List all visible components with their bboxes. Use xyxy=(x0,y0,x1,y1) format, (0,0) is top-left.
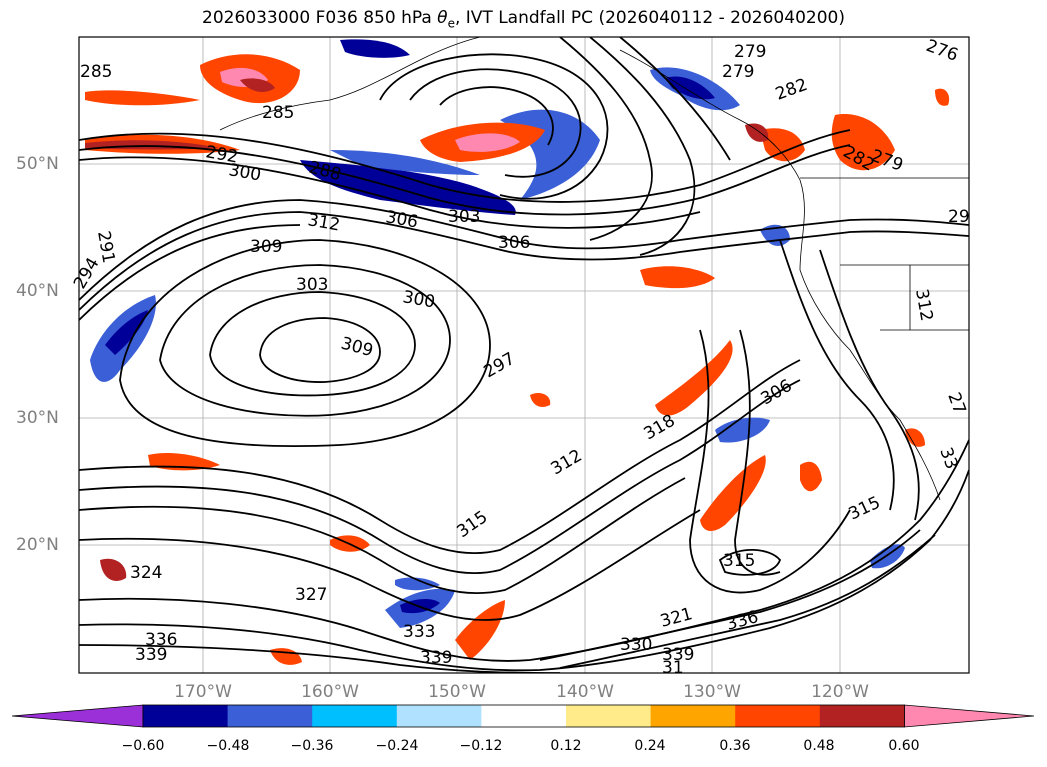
contour-label: 303 xyxy=(296,275,328,295)
coastlines xyxy=(219,37,969,501)
colorbar-tick: −0.12 xyxy=(459,738,503,754)
lat-label-50n: 50°N xyxy=(16,154,59,174)
lon-label-140w: 140°W xyxy=(556,682,614,702)
colorbar-segment xyxy=(650,705,736,727)
colorbar-segment xyxy=(396,705,482,727)
colorbar xyxy=(11,704,1035,728)
colorbar-tick: −0.36 xyxy=(290,738,334,754)
contour-label: 324 xyxy=(130,563,162,583)
colorbar-segment xyxy=(227,705,313,727)
theta-e-contours xyxy=(79,37,969,673)
colorbar-segment xyxy=(481,705,567,727)
colorbar-segment xyxy=(312,705,398,727)
lat-label-40n: 40°N xyxy=(16,281,59,301)
contour-label: 309 xyxy=(250,237,282,257)
contour-label: 315 xyxy=(723,551,755,571)
contour-label: 29 xyxy=(948,207,970,227)
contour-label: 279 xyxy=(734,42,766,62)
colorbar-extend-low xyxy=(11,704,144,728)
contour-label: 339 xyxy=(135,645,167,665)
colorbar-tick: −0.60 xyxy=(121,738,165,754)
lon-label-150w: 150°W xyxy=(428,682,486,702)
contour-label: 306 xyxy=(498,233,530,253)
colorbar-tick: −0.24 xyxy=(375,738,419,754)
colorbar-tick: 0.12 xyxy=(550,738,582,754)
contour-label: 333 xyxy=(403,622,435,642)
lon-label-160w: 160°W xyxy=(301,682,359,702)
colorbar-tick: 0.36 xyxy=(719,738,751,754)
colorbar-outline xyxy=(142,704,905,728)
colorbar-tick: 0.24 xyxy=(634,738,666,754)
contour-label: 339 xyxy=(420,648,452,668)
contour-label: 303 xyxy=(448,207,480,227)
contour-label: 285 xyxy=(80,62,112,82)
lat-label-30n: 30°N xyxy=(16,408,59,428)
colorbar-segment xyxy=(819,705,905,727)
ivt-shading xyxy=(85,39,950,665)
colorbar-segment xyxy=(143,705,229,727)
lon-label-130w: 130°W xyxy=(683,682,741,702)
contour-label: 31 xyxy=(662,658,684,678)
colorbar-segment xyxy=(566,705,652,727)
colorbar-extend-high xyxy=(904,704,1035,728)
contour-label: 336 xyxy=(145,630,177,650)
contour-label: 330 xyxy=(620,635,652,655)
contour-label: 327 xyxy=(295,585,327,605)
colorbar-tick: 0.48 xyxy=(803,738,835,754)
lon-label-170w: 170°W xyxy=(174,682,232,702)
map-title: 2026033000 F036 850 hPa θe, IVT Landfall… xyxy=(202,8,845,31)
lon-label-120w: 120°W xyxy=(811,682,869,702)
colorbar-tick: 0.60 xyxy=(888,738,920,754)
contour-label: 279 xyxy=(722,62,754,82)
contour-label: 285 xyxy=(262,103,294,123)
colorbar-tick: −0.48 xyxy=(206,738,250,754)
lat-label-20n: 20°N xyxy=(16,535,59,555)
colorbar-segment xyxy=(735,705,821,727)
contour-label: 339 xyxy=(662,645,694,665)
